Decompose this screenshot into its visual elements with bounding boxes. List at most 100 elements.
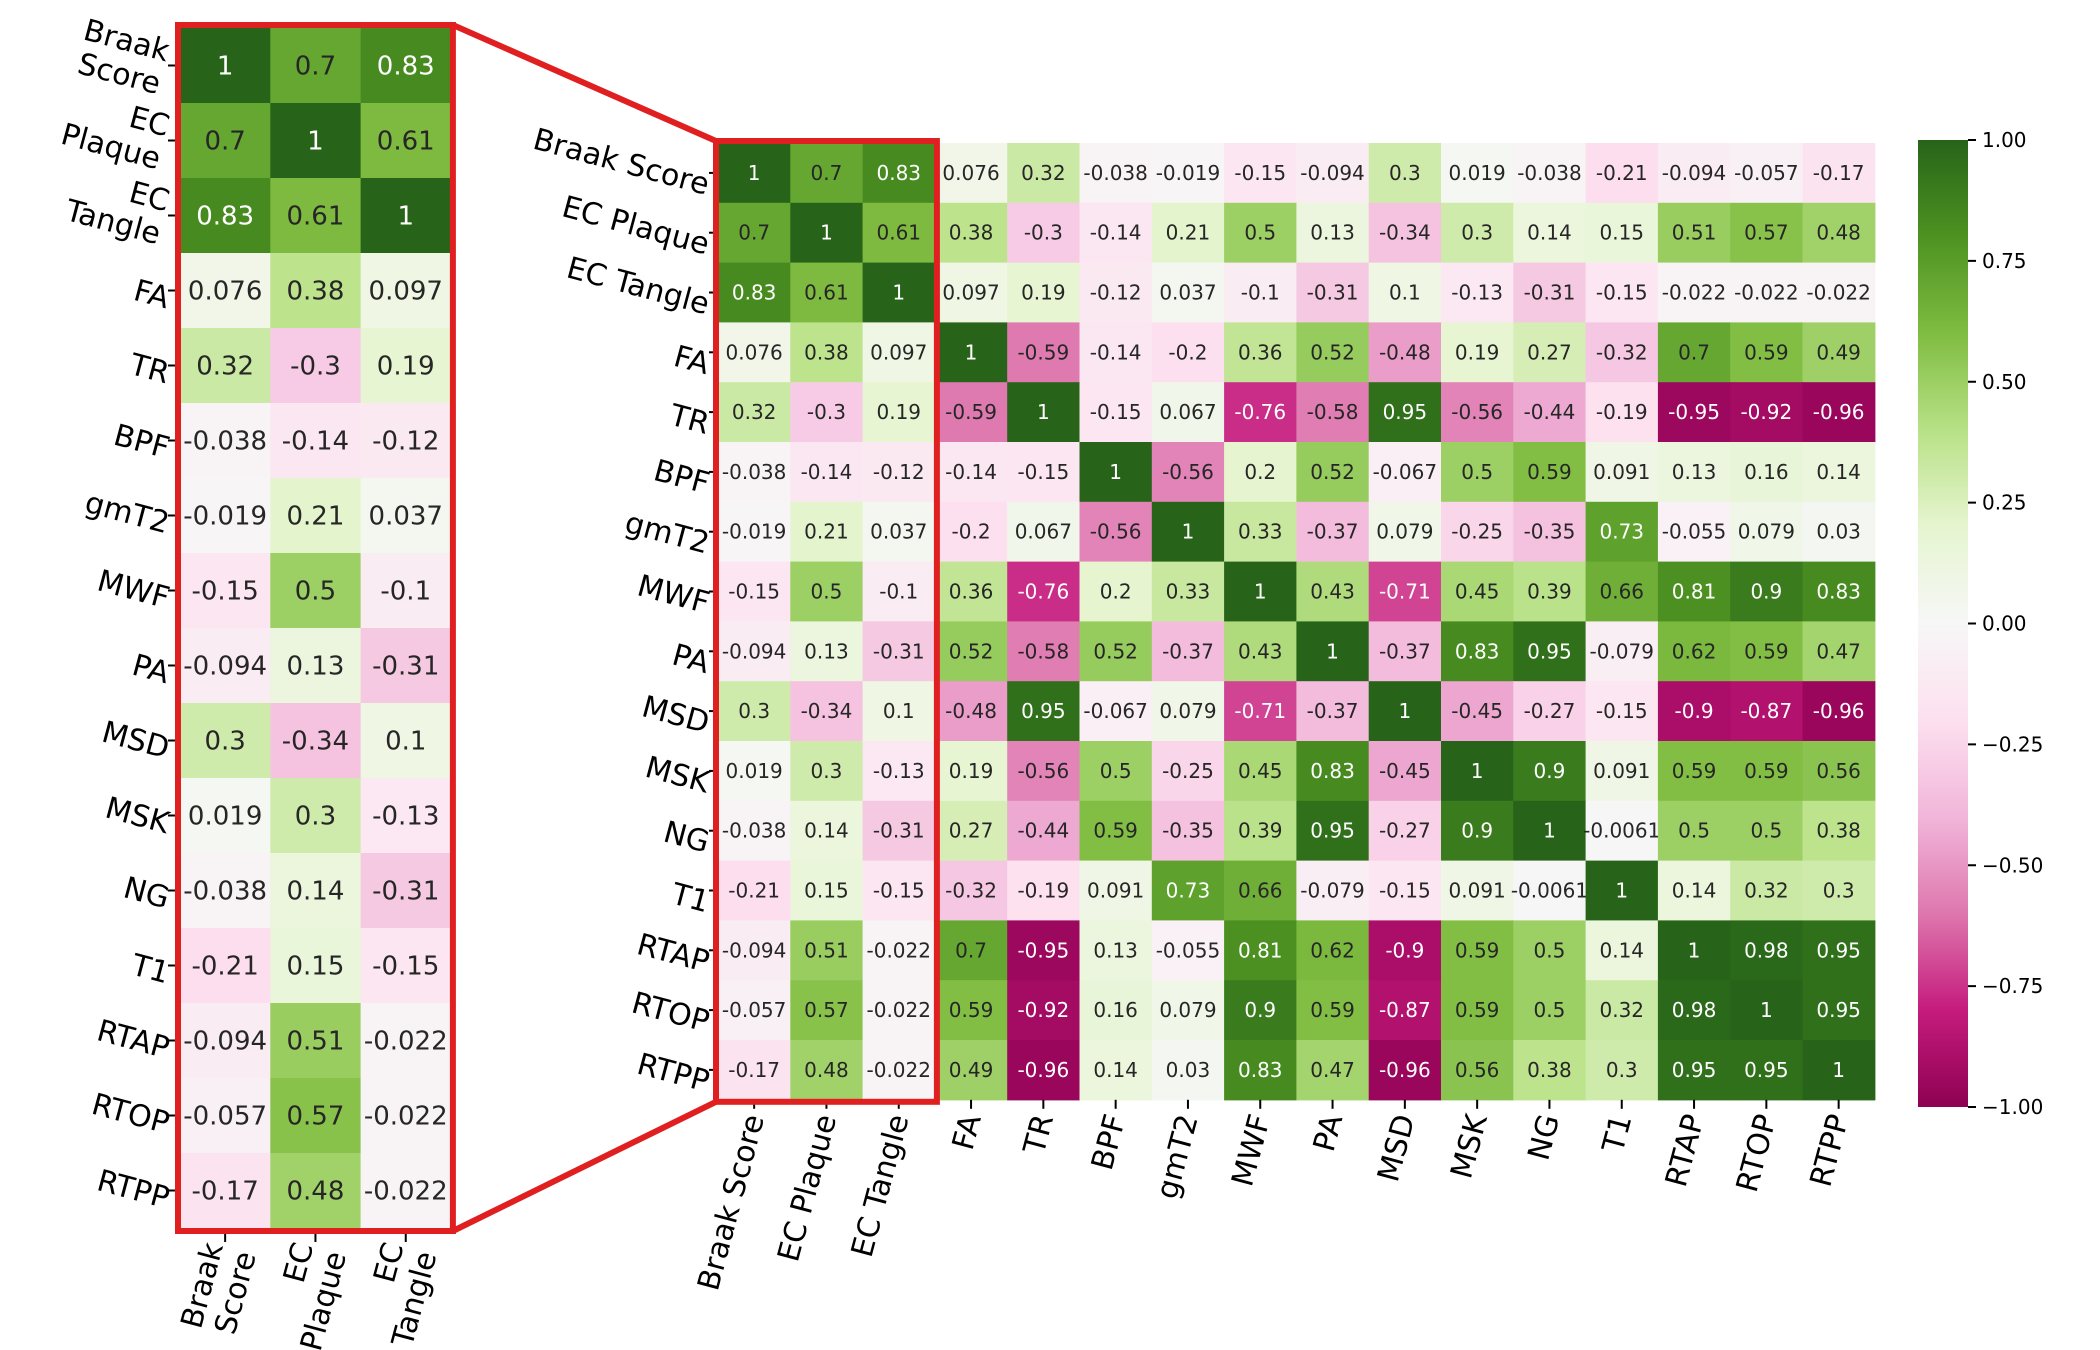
cell-label: 0.52 bbox=[1310, 340, 1355, 364]
cell-tr-msk bbox=[1441, 382, 1514, 443]
cell-pa-fa bbox=[934, 621, 1008, 682]
zoom-col-label-ec-tangle: ECTangle bbox=[352, 1239, 444, 1350]
cell-label: 0.32 bbox=[1599, 998, 1644, 1022]
cell-rtpp-ng bbox=[1513, 1040, 1587, 1101]
col-label-msk: MSK bbox=[1444, 1110, 1495, 1183]
cell-label: -0.094 bbox=[1300, 161, 1364, 185]
cell-braak-score-msd bbox=[1368, 143, 1442, 204]
zoom-cell-label: 0.48 bbox=[287, 1177, 345, 1207]
cell-label: 0.27 bbox=[1527, 340, 1572, 364]
cell-label: -0.92 bbox=[1017, 998, 1069, 1022]
cell-label: 0.03 bbox=[1166, 1058, 1211, 1082]
cell-mwf-t1 bbox=[1585, 561, 1659, 622]
colorbar-tick-label: −1.00 bbox=[1982, 1095, 2043, 1119]
zoom-col-label-braak-score: BraakScore bbox=[175, 1238, 264, 1341]
cell-label: 0.15 bbox=[804, 879, 849, 903]
zoom-cell-label: 0.7 bbox=[295, 52, 336, 82]
zoom-cell-label: 0.3 bbox=[204, 727, 245, 757]
cell-gmt2-msk bbox=[1441, 501, 1514, 563]
zoom-cell-label: -0.14 bbox=[282, 427, 349, 457]
cell-t1-ng bbox=[1513, 860, 1587, 921]
cell-t1-mwf bbox=[1224, 860, 1297, 921]
cell-label: 0.3 bbox=[738, 699, 770, 723]
zoom-cell-msd-ec-tangle bbox=[360, 703, 452, 779]
cell-label: -0.34 bbox=[1379, 221, 1431, 245]
colorbar-tick-label: 0.50 bbox=[1982, 370, 2027, 394]
cell-pa-msk bbox=[1441, 621, 1514, 682]
cell-label: -0.76 bbox=[1234, 400, 1286, 424]
cell-label: -0.094 bbox=[722, 639, 786, 663]
cell-ec-plaque-rtap bbox=[1657, 202, 1731, 264]
cell-pa-rtpp bbox=[1802, 621, 1876, 682]
cell-label: -0.14 bbox=[1090, 221, 1142, 245]
cell-gmt2-pa bbox=[1296, 501, 1370, 563]
cell-label: -0.079 bbox=[1590, 639, 1654, 663]
zoom-row-label-line: FA bbox=[130, 273, 173, 316]
cell-label: -0.96 bbox=[1813, 699, 1865, 723]
cell-label: 0.076 bbox=[942, 161, 999, 185]
cell-ec-plaque-t1 bbox=[1585, 202, 1659, 264]
cell-ng-ng bbox=[1513, 800, 1587, 862]
cell-fa-ng bbox=[1513, 322, 1587, 383]
zoom-cell-label: -0.34 bbox=[282, 727, 349, 757]
cell-label: 0.59 bbox=[1455, 998, 1500, 1022]
cell-label: -0.95 bbox=[1668, 400, 1720, 424]
cell-pa-ec-plaque bbox=[790, 621, 864, 682]
cell-label: 0.52 bbox=[949, 639, 994, 663]
cell-rtpp-pa bbox=[1296, 1040, 1370, 1101]
cell-gmt2-gmt2 bbox=[1151, 501, 1225, 563]
cell-label: 0.16 bbox=[1093, 998, 1138, 1022]
zoom-frame bbox=[175, 22, 456, 1234]
zoom-row-label-line: gmT2 bbox=[81, 485, 173, 541]
cell-label: -0.59 bbox=[945, 400, 997, 424]
cell-label: 0.73 bbox=[1599, 520, 1644, 544]
cell-bpf-ec-tangle bbox=[862, 442, 936, 503]
cell-label: 0.95 bbox=[1310, 819, 1355, 843]
cell-label: -0.3 bbox=[807, 400, 846, 424]
cell-label: -0.56 bbox=[1451, 400, 1503, 424]
zoom-cell-gmt2-ec-plaque bbox=[270, 478, 362, 554]
cell-label: 0.14 bbox=[1672, 879, 1717, 903]
zoom-cell-fa-ec-plaque bbox=[270, 253, 362, 329]
cell-label: 0.59 bbox=[1672, 759, 1717, 783]
row-label-t1: T1 bbox=[667, 876, 713, 920]
cell-bpf-bpf bbox=[1079, 442, 1153, 503]
cell-t1-ec-plaque bbox=[790, 860, 864, 921]
cell-label: 0.9 bbox=[1534, 759, 1566, 783]
cell-msd-braak-score bbox=[718, 681, 791, 742]
cell-label: -0.21 bbox=[1596, 161, 1648, 185]
cell-label: 0.32 bbox=[1021, 161, 1066, 185]
cell-label: -0.14 bbox=[1090, 340, 1142, 364]
cell-label: 0.98 bbox=[1672, 998, 1717, 1022]
cell-label: -0.87 bbox=[1379, 998, 1431, 1022]
cell-label: 0.95 bbox=[1021, 699, 1066, 723]
cell-label: -0.96 bbox=[1813, 400, 1865, 424]
cell-label: 0.62 bbox=[1672, 639, 1717, 663]
cell-rtap-t1 bbox=[1585, 920, 1659, 981]
zoom-row-label-line: RTPP bbox=[93, 1163, 173, 1216]
zoom-cell-rtpp-ec-tangle bbox=[360, 1153, 452, 1229]
cell-tr-t1 bbox=[1585, 382, 1659, 443]
cell-label: 0.5 bbox=[811, 580, 843, 604]
zoom-cell-label: 0.83 bbox=[377, 52, 435, 82]
cell-t1-rtpp bbox=[1802, 860, 1876, 921]
zoom-cell-braak-score-ec-plaque bbox=[270, 28, 362, 104]
row-label-ec-plaque: EC Plaque bbox=[558, 190, 713, 263]
cell-label: -0.2 bbox=[1168, 340, 1207, 364]
cell-label: -0.95 bbox=[1017, 938, 1069, 962]
cell-rtop-msd bbox=[1368, 980, 1442, 1041]
zoom-cell-tr-ec-tangle bbox=[360, 328, 452, 404]
cell-label: -0.56 bbox=[1017, 759, 1069, 783]
zoom-cell-rtop-braak-score bbox=[180, 1078, 271, 1154]
cell-mwf-fa bbox=[934, 561, 1008, 622]
cell-label: -0.079 bbox=[1300, 879, 1364, 903]
cell-label: -0.34 bbox=[801, 699, 853, 723]
zoom-cell-msk-braak-score bbox=[180, 778, 271, 854]
cell-bpf-mwf bbox=[1224, 442, 1297, 503]
zoom-cell-rtpp-ec-plaque bbox=[270, 1153, 362, 1229]
zoom-cell-pa-ec-tangle bbox=[360, 628, 452, 704]
cell-label: -0.9 bbox=[1385, 938, 1424, 962]
cell-label: 0.14 bbox=[1816, 460, 1861, 484]
cell-t1-pa bbox=[1296, 860, 1370, 921]
